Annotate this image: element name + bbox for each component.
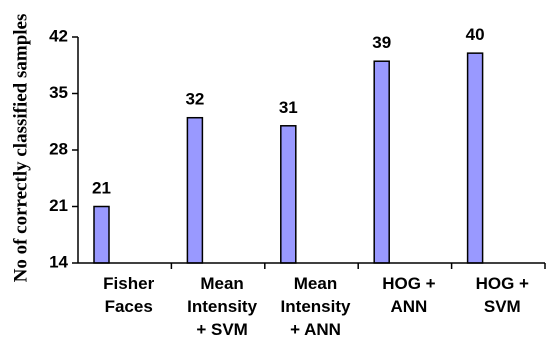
y-tick-label: 14 xyxy=(49,252,68,271)
x-axis-categories: Fisher Faces Mean Intensity + SVM Mean Intensi… xyxy=(103,274,529,339)
x-category-label: Mean Intensity + SVM xyxy=(187,274,257,339)
y-axis-ticks: 14 21 28 35 42 xyxy=(49,26,78,271)
x-category-label-line: Faces xyxy=(105,297,153,316)
bar xyxy=(280,125,297,264)
x-category-label-line: Mean xyxy=(200,274,243,293)
bar-value-label: 40 xyxy=(466,25,485,44)
bar xyxy=(466,52,484,264)
x-category-label-line: Intensity xyxy=(187,297,257,316)
bar-value-label: 32 xyxy=(185,90,204,109)
bar xyxy=(373,60,390,264)
x-category-label-line: + ANN xyxy=(290,320,341,339)
x-category-label: HOG + SVM xyxy=(476,274,529,316)
x-category-label: HOG + ANN xyxy=(382,274,435,316)
x-category-label: Fisher Faces xyxy=(103,274,154,316)
x-category-label-line: Fisher xyxy=(103,274,154,293)
x-category-label-line: + SVM xyxy=(196,320,248,339)
value-labels: 21 32 31 39 40 xyxy=(92,25,485,197)
x-category-label-line: ANN xyxy=(390,297,427,316)
y-axis-label-group: No of correctly classified samples xyxy=(10,14,31,283)
y-axis-label: No of correctly classified samples xyxy=(10,14,31,283)
x-category-label: Mean Intensity + ANN xyxy=(281,274,351,339)
axes xyxy=(77,37,546,269)
y-tick-label: 21 xyxy=(49,196,68,215)
bar-value-label: 21 xyxy=(92,179,111,198)
y-tick-label: 35 xyxy=(49,83,68,102)
bars xyxy=(93,52,484,264)
bar xyxy=(186,116,204,264)
bar-value-label: 39 xyxy=(372,33,391,52)
x-category-label-line: HOG + xyxy=(382,274,435,293)
y-tick-label: 42 xyxy=(49,26,68,45)
x-category-label-line: SVM xyxy=(484,297,521,316)
x-category-label-line: Intensity xyxy=(281,297,351,316)
y-tick-label: 28 xyxy=(49,139,68,158)
x-category-label-line: Mean xyxy=(294,274,337,293)
x-category-label-line: HOG + xyxy=(476,274,529,293)
bar-value-label: 31 xyxy=(279,98,298,117)
bar xyxy=(93,205,110,264)
